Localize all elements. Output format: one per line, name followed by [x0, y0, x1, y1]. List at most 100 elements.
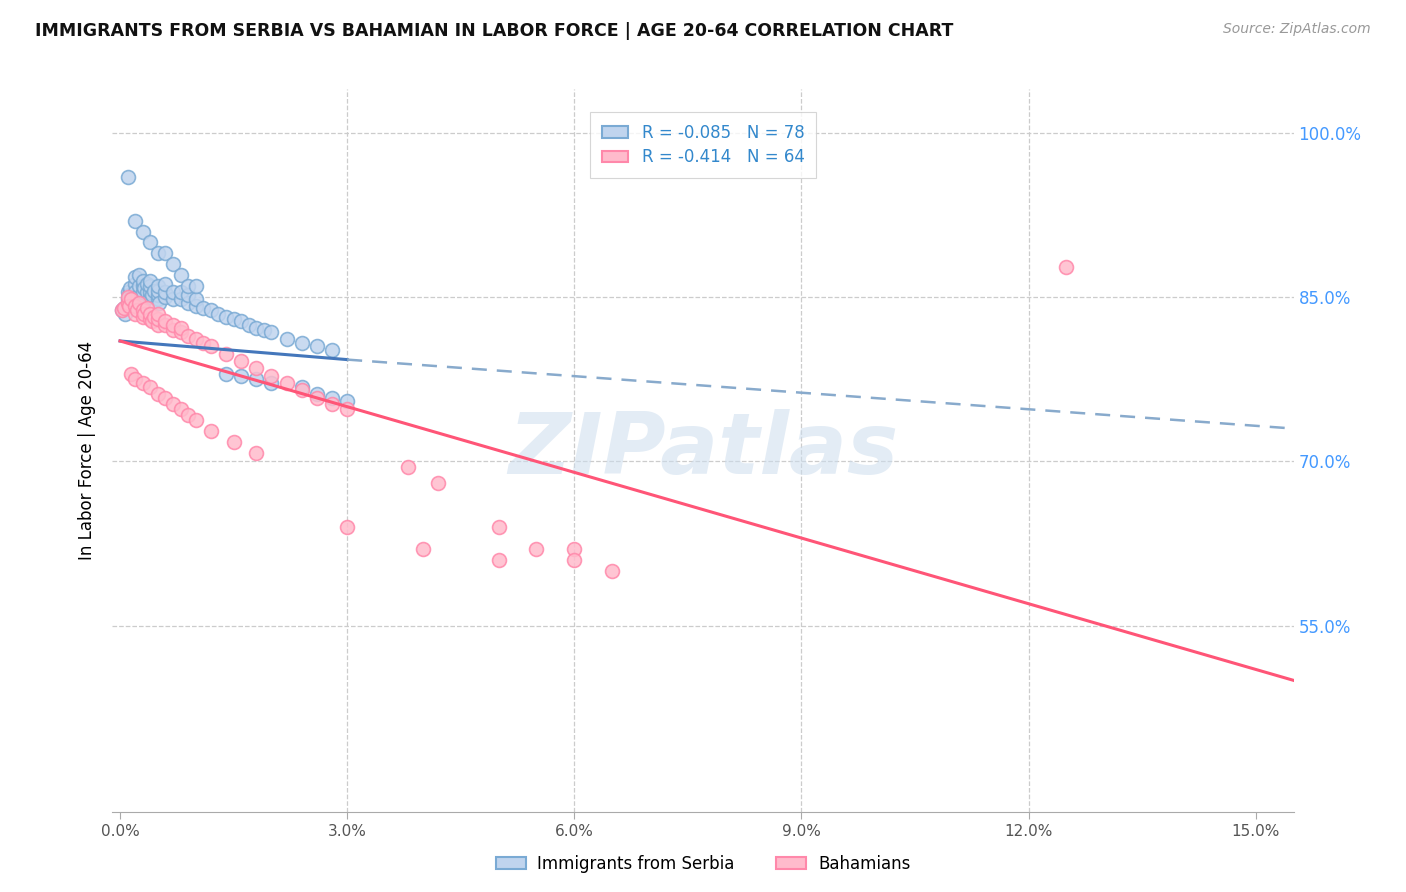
- Point: [139, 307, 162, 321]
- Point: [155, 285, 177, 299]
- Point: [207, 307, 229, 321]
- Point: [215, 367, 238, 381]
- Point: [132, 285, 155, 299]
- Point: [427, 476, 450, 491]
- Point: [169, 321, 191, 335]
- Point: [155, 314, 177, 328]
- Point: [117, 169, 139, 184]
- Point: [124, 270, 146, 285]
- Point: [162, 397, 184, 411]
- Point: [139, 279, 162, 293]
- Point: [141, 314, 163, 328]
- Point: [139, 290, 162, 304]
- Text: IMMIGRANTS FROM SERBIA VS BAHAMIAN IN LABOR FORCE | AGE 20-64 CORRELATION CHART: IMMIGRANTS FROM SERBIA VS BAHAMIAN IN LA…: [35, 22, 953, 40]
- Point: [134, 307, 156, 321]
- Point: [336, 401, 359, 416]
- Point: [146, 284, 169, 298]
- Point: [177, 409, 200, 423]
- Point: [276, 376, 298, 390]
- Point: [139, 312, 162, 326]
- Point: [231, 314, 253, 328]
- Point: [124, 307, 146, 321]
- Point: [193, 301, 215, 315]
- Point: [118, 288, 141, 302]
- Point: [336, 520, 359, 534]
- Text: ZIPatlas: ZIPatlas: [508, 409, 898, 492]
- Point: [231, 369, 253, 384]
- Point: [155, 277, 177, 291]
- Point: [215, 310, 238, 324]
- Point: [139, 285, 162, 299]
- Point: [148, 295, 170, 310]
- Point: [112, 301, 135, 315]
- Point: [118, 281, 141, 295]
- Point: [169, 268, 191, 283]
- Point: [200, 339, 222, 353]
- Point: [305, 391, 328, 405]
- Point: [143, 310, 166, 324]
- Point: [562, 553, 585, 567]
- Point: [135, 285, 157, 299]
- Point: [260, 369, 283, 384]
- Point: [177, 288, 200, 302]
- Point: [162, 323, 184, 337]
- Point: [396, 459, 419, 474]
- Point: [184, 299, 207, 313]
- Point: [146, 318, 169, 332]
- Point: [128, 279, 150, 293]
- Point: [118, 299, 141, 313]
- Point: [200, 424, 222, 438]
- Point: [139, 235, 162, 250]
- Point: [321, 391, 343, 405]
- Point: [155, 246, 177, 260]
- Point: [184, 413, 207, 427]
- Point: [125, 303, 148, 318]
- Point: [125, 290, 148, 304]
- Point: [162, 318, 184, 332]
- Point: [305, 386, 328, 401]
- Point: [132, 225, 155, 239]
- Point: [245, 372, 267, 386]
- Point: [120, 298, 142, 312]
- Point: [135, 301, 157, 315]
- Point: [291, 383, 314, 397]
- Y-axis label: In Labor Force | Age 20-64: In Labor Force | Age 20-64: [77, 341, 96, 560]
- Point: [222, 434, 245, 449]
- Point: [600, 564, 623, 578]
- Point: [245, 361, 267, 376]
- Point: [169, 401, 191, 416]
- Point: [146, 246, 169, 260]
- Point: [117, 290, 139, 304]
- Point: [124, 277, 146, 291]
- Point: [562, 541, 585, 556]
- Point: [120, 290, 142, 304]
- Point: [120, 367, 142, 381]
- Point: [276, 332, 298, 346]
- Point: [526, 541, 548, 556]
- Point: [117, 293, 139, 307]
- Point: [132, 274, 155, 288]
- Point: [128, 268, 150, 283]
- Point: [139, 274, 162, 288]
- Point: [132, 279, 155, 293]
- Point: [488, 553, 510, 567]
- Point: [305, 339, 328, 353]
- Point: [111, 303, 134, 318]
- Point: [146, 279, 169, 293]
- Point: [238, 318, 260, 332]
- Point: [245, 321, 267, 335]
- Point: [111, 303, 134, 318]
- Point: [128, 295, 150, 310]
- Point: [146, 307, 169, 321]
- Point: [117, 285, 139, 299]
- Point: [321, 397, 343, 411]
- Point: [184, 279, 207, 293]
- Point: [117, 295, 139, 310]
- Point: [124, 285, 146, 299]
- Point: [132, 303, 155, 318]
- Point: [177, 328, 200, 343]
- Point: [112, 301, 135, 315]
- Legend: Immigrants from Serbia, Bahamians: Immigrants from Serbia, Bahamians: [489, 848, 917, 880]
- Point: [184, 293, 207, 307]
- Point: [231, 353, 253, 368]
